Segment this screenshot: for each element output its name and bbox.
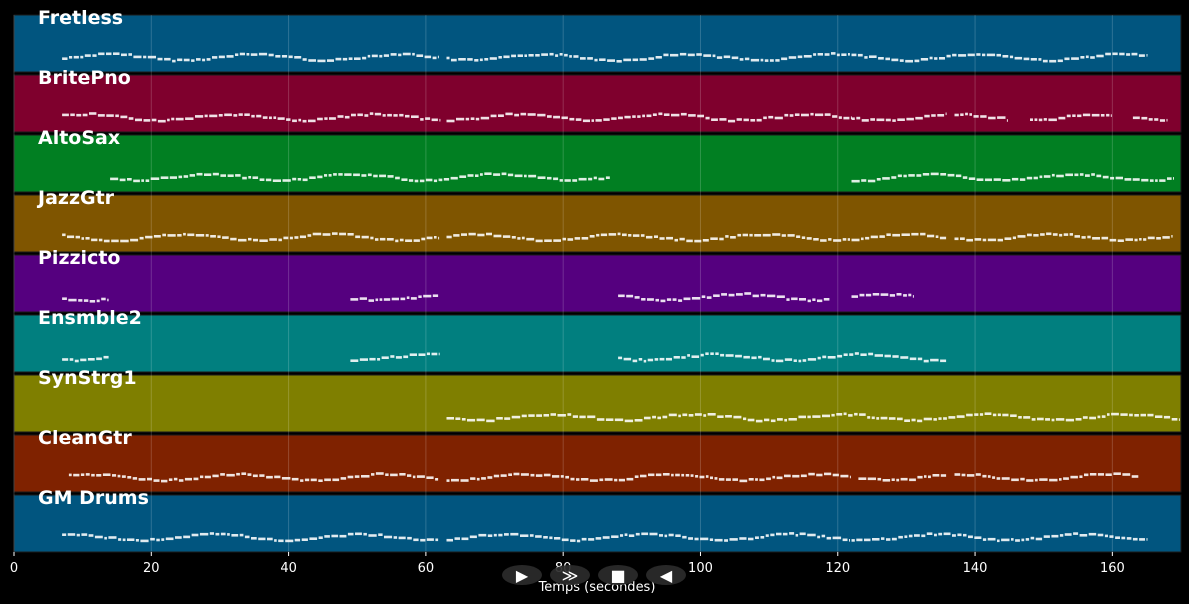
track-band-ensmble2 xyxy=(13,314,1182,373)
note-segment xyxy=(446,532,850,543)
track-band-britepno xyxy=(13,74,1182,133)
track-label-fretless: Fretless xyxy=(38,7,123,29)
note-segment xyxy=(62,297,109,303)
track-band-pizzicto xyxy=(13,254,1182,313)
note-segment xyxy=(446,412,1180,423)
x-tick-label: 60 xyxy=(418,561,435,576)
labels-layer: Fretless BritePno AltoSax JazzGtr Pizzicto En… xyxy=(36,7,149,509)
x-tick-label: 100 xyxy=(688,561,713,576)
note-segment xyxy=(62,112,441,123)
note-segment xyxy=(618,352,947,363)
play-button[interactable]: ▶ xyxy=(502,565,542,585)
note-segment xyxy=(68,472,439,483)
note-segment xyxy=(954,232,1173,242)
note-segment xyxy=(110,172,440,183)
playback-controls: ▶ ≫ ■ ◀ xyxy=(502,565,686,585)
track-band-altosax xyxy=(13,134,1182,193)
track-label-pizzicto: Pizzicto xyxy=(38,247,120,269)
x-tick-label: 120 xyxy=(825,561,850,576)
stop-button[interactable]: ■ xyxy=(598,565,638,585)
track-band-fretless xyxy=(13,14,1182,73)
track-label-altosax: AltoSax xyxy=(38,127,120,149)
track-label-ensmble2: Ensmble2 xyxy=(38,307,142,329)
track-label-britepno: BritePno xyxy=(38,67,131,89)
note-segment xyxy=(851,112,947,122)
x-axis-label: Temps (secondes) xyxy=(538,580,656,595)
note-segment xyxy=(62,532,439,543)
rewind-button[interactable]: ◀ xyxy=(646,565,686,585)
track-label-synstrg1: SynStrg1 xyxy=(38,367,137,389)
note-segment xyxy=(446,472,851,483)
note-segment xyxy=(851,232,947,242)
track-band-synstrg1 xyxy=(13,374,1182,433)
x-tick-label: 160 xyxy=(1100,561,1125,576)
x-tick-label: 20 xyxy=(143,561,160,576)
track-band-jazzgtr xyxy=(13,194,1182,253)
x-tick-label: 40 xyxy=(280,561,297,576)
rewind-icon: ◀ xyxy=(660,566,673,585)
note-segment xyxy=(350,294,439,302)
track-band-gm-drums xyxy=(13,494,1182,553)
note-segment xyxy=(446,112,852,123)
fast-forward-icon: ≫ xyxy=(562,566,579,585)
note-segment xyxy=(954,112,1008,122)
track-label-gm-drums: GM Drums xyxy=(38,487,149,509)
note-segment xyxy=(851,293,914,298)
track-band-cleangtr xyxy=(13,434,1182,493)
note-segment xyxy=(439,172,610,182)
note-segment xyxy=(446,52,850,63)
play-icon: ▶ xyxy=(516,566,529,585)
grid-layer xyxy=(13,15,1113,552)
x-tick-label: 140 xyxy=(963,561,988,576)
tracks-layer xyxy=(13,14,1182,553)
note-segment xyxy=(446,232,850,243)
note-segment xyxy=(954,472,1139,482)
track-label-jazzgtr: JazzGtr xyxy=(36,187,115,209)
note-segment xyxy=(62,52,439,63)
note-segment xyxy=(858,474,947,482)
note-segment xyxy=(62,232,440,243)
note-segment xyxy=(851,52,1148,63)
note-segment xyxy=(350,352,440,362)
note-segment xyxy=(1132,116,1168,122)
note-segment xyxy=(62,355,109,363)
note-segment xyxy=(618,292,830,303)
stop-icon: ■ xyxy=(610,566,625,585)
note-segment xyxy=(851,172,947,183)
note-segment xyxy=(947,173,1174,182)
fast-forward-button[interactable]: ≫ xyxy=(550,565,590,585)
note-segment xyxy=(1030,113,1112,122)
track-label-cleangtr: CleanGtr xyxy=(38,427,132,449)
note-segment xyxy=(851,532,1148,543)
x-tick-label: 0 xyxy=(10,561,18,576)
